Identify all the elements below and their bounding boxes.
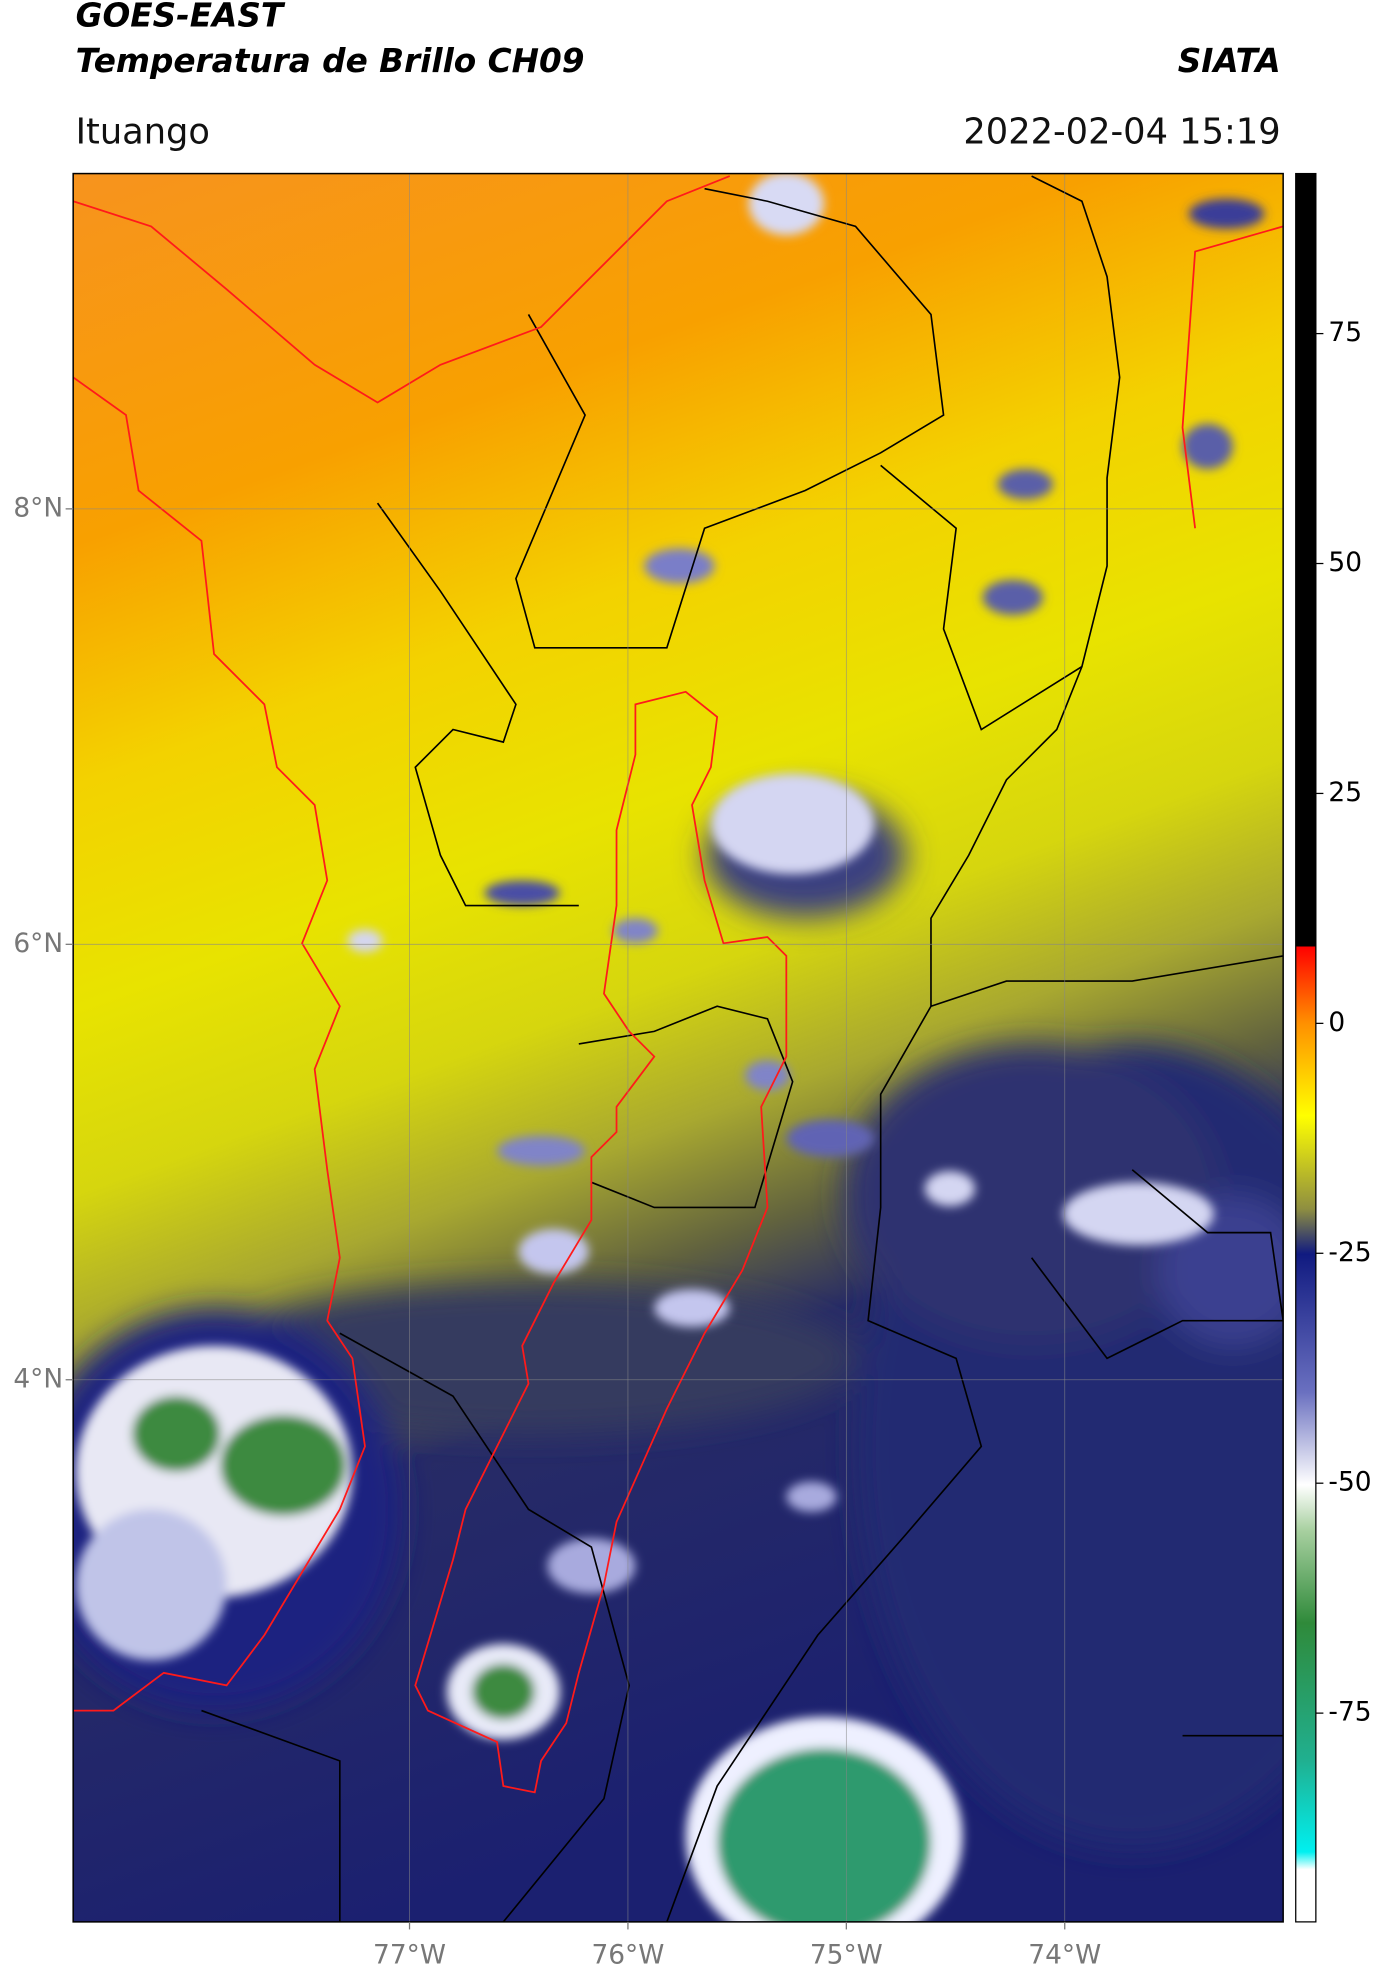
timestamp: 2022-02-04 15:19 bbox=[963, 111, 1280, 152]
border bbox=[515, 187, 945, 649]
y-tick-label: 6°N bbox=[13, 928, 63, 959]
region: Ituango bbox=[76, 111, 210, 152]
colorbar-tick-label: 0 bbox=[1328, 1007, 1345, 1038]
colorbar-tick-label: 75 bbox=[1328, 317, 1362, 348]
border bbox=[339, 1332, 630, 1922]
colorbar-tick-label: -25 bbox=[1328, 1237, 1371, 1268]
x-tick-label: 76°W bbox=[591, 1939, 664, 1970]
y-tick-label: 4°N bbox=[13, 1363, 63, 1394]
border bbox=[930, 666, 1284, 1008]
map bbox=[73, 173, 1284, 1922]
border bbox=[1030, 1169, 1284, 1360]
border bbox=[578, 1005, 794, 1209]
ituango-outline bbox=[414, 690, 788, 1794]
border bbox=[880, 175, 1121, 731]
grid bbox=[73, 173, 1284, 1922]
coastline bbox=[73, 175, 731, 404]
colorbar-tick-label: 25 bbox=[1328, 777, 1362, 808]
map-frame bbox=[72, 172, 1284, 1923]
subtitle: Temperatura de Brillo CH09 bbox=[76, 42, 585, 80]
colorbar bbox=[1295, 172, 1317, 1923]
y-tick-label: 8°N bbox=[13, 492, 63, 523]
red-outlines bbox=[73, 175, 1284, 1794]
title: GOES-EAST bbox=[76, 0, 286, 35]
coastline bbox=[1181, 225, 1284, 529]
cold-cores bbox=[75, 173, 1265, 1922]
colorbar-tick-label: 50 bbox=[1328, 547, 1362, 578]
source: SIATA bbox=[1178, 42, 1281, 80]
x-tick-label: 77°W bbox=[373, 1939, 446, 1970]
border bbox=[376, 502, 579, 907]
x-tick-label: 75°W bbox=[810, 1939, 883, 1970]
colorbar-tick-label: -75 bbox=[1328, 1697, 1371, 1728]
colorbar-tick-label: -50 bbox=[1328, 1467, 1371, 1498]
coastline bbox=[73, 376, 366, 1712]
border bbox=[666, 1005, 983, 1922]
x-tick-label: 74°W bbox=[1028, 1939, 1101, 1970]
borders bbox=[201, 175, 1284, 1922]
border bbox=[201, 1709, 341, 1922]
